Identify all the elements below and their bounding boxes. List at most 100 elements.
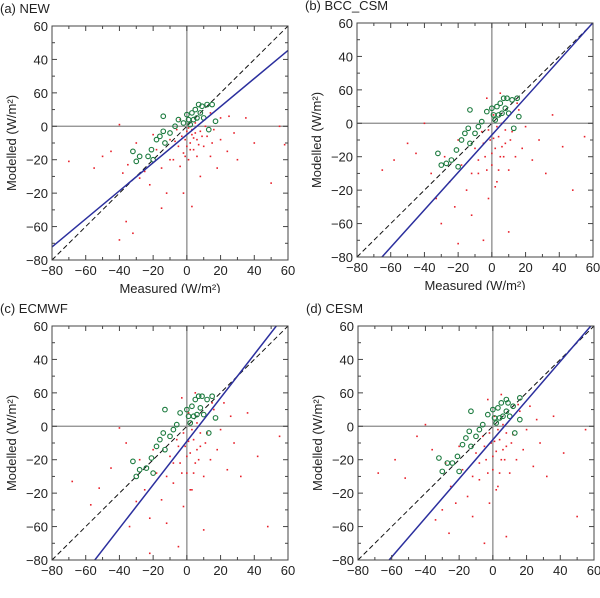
data-point-green [200, 411, 207, 418]
data-point-green [160, 128, 167, 135]
data-point-red [458, 445, 460, 448]
panel-c: (c) ECMWF −80 −60 −40 −20 0 20 40 60 −80 −60 −20 −20… [0, 300, 300, 593]
y-tick-label: 60 [340, 319, 354, 334]
x-axis-label: Measured (W/m²) [424, 278, 525, 290]
data-point-red [172, 482, 175, 484]
data-point-red [143, 170, 146, 173]
data-point-red [199, 175, 202, 178]
data-point-red [497, 485, 499, 488]
data-point-red [202, 475, 205, 478]
data-point-red [510, 442, 513, 444]
data-point-red [182, 192, 185, 194]
data-point-green [516, 416, 523, 423]
x-axis-label: Measured (W/m²) [119, 281, 220, 293]
data-point-red [172, 158, 175, 161]
data-point-green [466, 428, 473, 435]
data-point-green [192, 396, 199, 403]
data-point-green [502, 105, 509, 112]
data-point-red [471, 475, 474, 478]
data-point-green [136, 466, 143, 473]
data-point-green [448, 157, 455, 163]
data-point-red [494, 147, 497, 150]
data-point-red [226, 150, 229, 153]
data-point-green [509, 97, 515, 103]
data-point-red [430, 172, 432, 175]
data-point-green [157, 436, 163, 443]
data-point-green [459, 441, 466, 448]
data-point-red [525, 428, 528, 431]
data-point-red [174, 140, 176, 143]
data-point-red [488, 502, 491, 504]
data-point-red [216, 448, 218, 451]
data-point-red [431, 448, 433, 451]
data-point-red [181, 397, 183, 399]
data-point-green [212, 118, 219, 125]
x-tick-label: 40 [553, 563, 567, 578]
data-point-green [483, 108, 490, 115]
y-tick-label: −60 [26, 520, 48, 535]
data-point-red [228, 115, 230, 118]
y-tick-label: 60 [34, 386, 48, 401]
data-point-red [184, 445, 186, 448]
data-point-red [441, 509, 444, 511]
x-tick-label: −40 [413, 260, 435, 275]
data-point-green [199, 393, 205, 400]
data-point-green [204, 396, 210, 403]
plot-area [52, 26, 288, 260]
data-point-red [118, 239, 121, 241]
data-point-green [435, 150, 441, 157]
data-point-red [125, 442, 127, 444]
x-tick-label: 0 [183, 263, 190, 278]
data-point-red [507, 231, 510, 233]
one-to-one-line [357, 23, 593, 257]
y-tick-label: 60 [34, 19, 48, 34]
data-point-red [470, 172, 473, 175]
data-point-red [165, 475, 168, 478]
data-point-red [98, 487, 100, 489]
data-point-green [172, 123, 178, 130]
data-point-green [189, 403, 195, 410]
data-point-red [561, 145, 564, 148]
x-tick-label: 20 [519, 563, 533, 578]
data-point-red [571, 189, 574, 191]
data-point-red [148, 552, 151, 555]
x-tick-label: 40 [247, 563, 261, 578]
data-point-green [463, 435, 469, 441]
data-point-red [191, 428, 193, 431]
data-point-red [216, 167, 218, 169]
regression-line [388, 326, 592, 560]
data-point-green [475, 123, 482, 130]
data-point-green [516, 395, 523, 401]
data-point-green [185, 116, 192, 123]
data-point-red [184, 155, 186, 158]
data-point-red [465, 189, 468, 191]
y-tick-label: 0 [41, 419, 48, 434]
data-point-red [246, 412, 249, 414]
data-point-red [160, 207, 163, 209]
data-point-green [497, 100, 504, 107]
plot-area [52, 326, 288, 560]
data-point-green [180, 120, 187, 126]
data-point-red [194, 392, 197, 394]
data-point-red [488, 432, 491, 434]
data-point-red [415, 152, 417, 155]
data-point-red [492, 114, 495, 116]
data-point-red [502, 448, 504, 451]
y-axis-label: Modelled (W/m²) [309, 92, 324, 188]
data-point-green [199, 103, 205, 110]
data-point-red [253, 142, 256, 144]
data-point-red [489, 139, 491, 141]
data-point-red [515, 458, 518, 461]
data-point-green [515, 113, 522, 120]
data-point-red [518, 109, 520, 111]
data-point-red [189, 489, 192, 491]
data-point-red [278, 125, 281, 128]
data-point-red [486, 169, 488, 171]
data-point-green [500, 95, 507, 102]
data-point-red [204, 442, 207, 444]
x-tick-label: −20 [447, 260, 469, 275]
data-point-red [138, 177, 141, 179]
data-point-red [110, 150, 112, 153]
data-point-red [477, 159, 480, 161]
data-point-red [502, 155, 505, 158]
